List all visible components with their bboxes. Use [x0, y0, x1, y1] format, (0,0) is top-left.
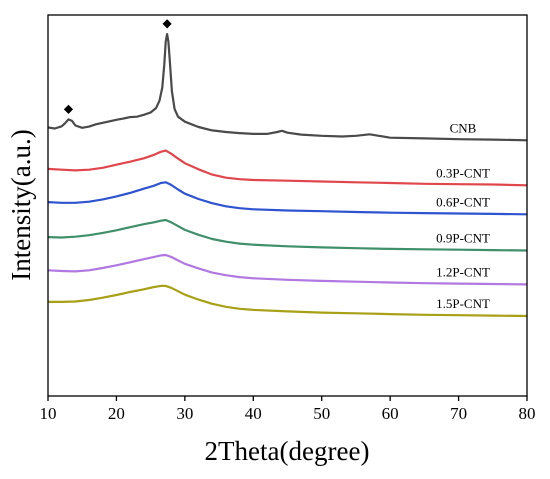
- series-line-4: [47, 253, 528, 286]
- peak-marker-0: ◆: [64, 101, 74, 115]
- y-axis-title: Intensity(a.u.): [6, 129, 36, 280]
- series-label-3: 0.9P-CNT: [436, 230, 490, 245]
- peak-marker-layer: ◆◆: [64, 16, 173, 115]
- series-line-1: [47, 149, 528, 187]
- series-line-3: [47, 218, 528, 252]
- x-tick-label: 60: [382, 404, 399, 423]
- x-tick-label: 10: [40, 404, 57, 423]
- x-tick-label: 30: [176, 404, 193, 423]
- peak-marker-1: ◆: [162, 16, 172, 30]
- plot-frame: [47, 14, 528, 397]
- series-label-5: 1.5P-CNT: [436, 296, 490, 311]
- series-layer: [47, 33, 528, 318]
- x-tick-label: 40: [245, 404, 262, 423]
- x-tick-label: 20: [108, 404, 125, 423]
- series-line-2: [47, 181, 528, 216]
- x-tick-layer: 10 20 30 40 50 60 70 80: [40, 396, 536, 423]
- series-label-2: 0.6P-CNT: [436, 194, 490, 209]
- x-axis-title: 2Theta(degree): [205, 436, 370, 466]
- series-label-layer: CNB 0.3P-CNT 0.6P-CNT 0.9P-CNT 1.2P-CNT 1.5P-…: [436, 120, 490, 311]
- series-label-1: 0.3P-CNT: [436, 165, 490, 180]
- series-label-0: CNB: [450, 120, 477, 135]
- x-tick-label: 70: [450, 404, 467, 423]
- x-tick-label: 80: [519, 404, 536, 423]
- series-label-4: 1.2P-CNT: [436, 264, 490, 279]
- series-line-0: [47, 33, 528, 142]
- series-line-5: [48, 284, 528, 318]
- x-tick-label: 50: [313, 404, 330, 423]
